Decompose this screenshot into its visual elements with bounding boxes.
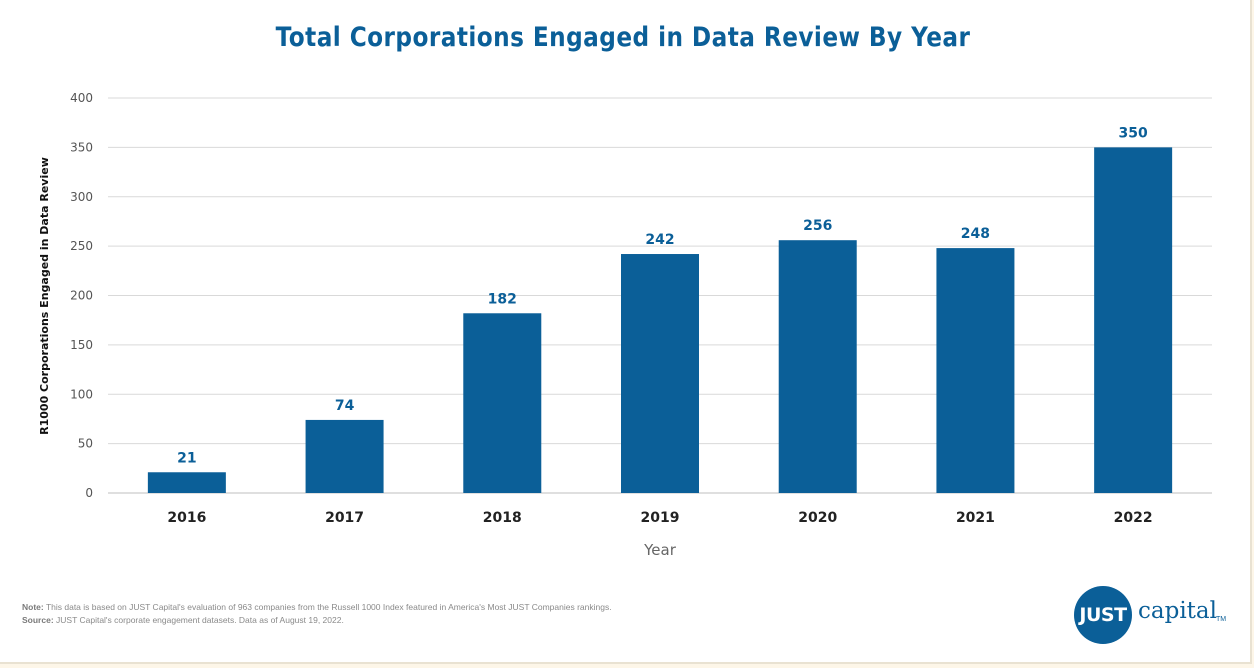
bar-chart: 0 50 100 150 200 250 300 350 400 21 74 182 242 256 24…: [38, 91, 1212, 559]
y-tick-label: 50: [78, 437, 93, 451]
y-tick-label: 300: [70, 190, 93, 204]
x-tick-label-2019: 2019: [641, 510, 680, 526]
source-label: Source:: [22, 615, 54, 625]
logo-trademark: TM: [1216, 616, 1227, 623]
data-label-2016: 21: [177, 450, 196, 466]
data-label-2020: 256: [803, 218, 832, 234]
x-tick-label-2020: 2020: [798, 510, 837, 526]
bar-2021: [936, 248, 1015, 493]
y-tick-label: 250: [70, 239, 93, 253]
data-label-2017: 74: [335, 398, 355, 414]
footnote-note: Note: This data is based on JUST Capital…: [22, 602, 612, 612]
x-tick-label-2022: 2022: [1114, 510, 1153, 526]
bar-2018: [463, 313, 542, 493]
x-tick-label-2021: 2021: [956, 510, 995, 526]
y-axis-label: R1000 Corporations Engaged in Data Revie…: [38, 157, 51, 435]
y-tick-label: 350: [70, 140, 93, 154]
y-axis-ticks: 0 50 100 150 200 250 300 350 400: [70, 91, 93, 500]
x-axis-label: Year: [643, 541, 677, 559]
x-tick-label-2016: 2016: [167, 510, 206, 526]
bar-2016: [147, 472, 226, 493]
logo-wordmark: capital: [1138, 598, 1217, 624]
just-capital-logo: JUST capital TM: [1074, 586, 1234, 644]
y-tick-label: 200: [70, 289, 93, 303]
logo-mark: JUST: [1074, 586, 1132, 644]
x-tick-label-2017: 2017: [325, 510, 364, 526]
source-text: JUST Capital's corporate engagement data…: [53, 615, 344, 625]
bars: [147, 147, 1173, 493]
data-label-2022: 350: [1119, 125, 1148, 141]
y-tick-label: 400: [70, 91, 93, 105]
bar-2022: [1094, 147, 1173, 493]
note-label: Note:: [22, 602, 44, 612]
data-label-2021: 248: [961, 226, 990, 242]
y-tick-label: 150: [70, 338, 93, 352]
x-axis-ticks: 2016 2017 2018 2019 2020 2021 2022: [167, 510, 1152, 526]
y-tick-label: 0: [85, 486, 93, 500]
y-tick-label: 100: [70, 387, 93, 401]
bar-2017: [305, 419, 384, 493]
data-labels: 21 74 182 242 256 248 350: [177, 125, 1148, 466]
footnote-source: Source: JUST Capital's corporate engagem…: [22, 615, 344, 625]
chart-title: Total Corporations Engaged in Data Revie…: [275, 22, 971, 53]
data-label-2019: 242: [645, 232, 674, 248]
bar-2020: [778, 240, 857, 493]
data-label-2018: 182: [488, 291, 517, 307]
x-tick-label-2018: 2018: [483, 510, 522, 526]
note-text: This data is based on JUST Capital's eva…: [43, 602, 612, 612]
bar-2019: [621, 254, 699, 493]
